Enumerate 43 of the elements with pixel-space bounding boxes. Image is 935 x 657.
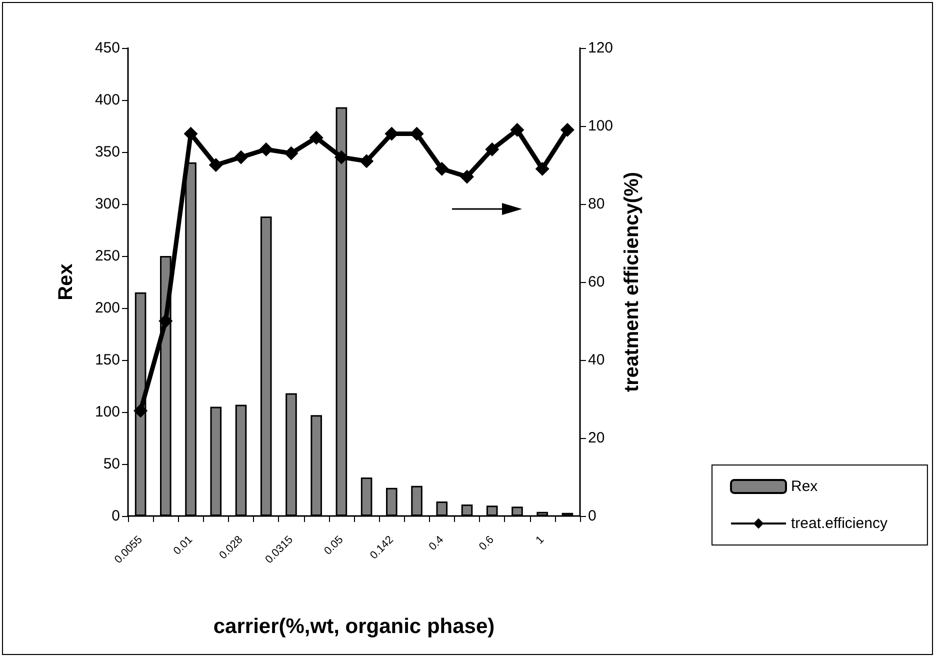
y-tick-label: 250 bbox=[94, 248, 120, 264]
y-axis-title: Rex bbox=[55, 264, 77, 300]
point bbox=[208, 158, 223, 172]
x-tick-label: 1 bbox=[534, 534, 547, 547]
point bbox=[510, 122, 524, 137]
point bbox=[309, 130, 324, 145]
point bbox=[134, 404, 148, 418]
point bbox=[460, 170, 474, 184]
y2-tick-label: 100 bbox=[588, 118, 614, 134]
y-tick-label: 0 bbox=[112, 508, 120, 524]
y-tick-label: 50 bbox=[103, 456, 120, 472]
y-tick-label: 200 bbox=[94, 300, 120, 316]
y2-tick-label: 40 bbox=[588, 352, 605, 368]
point bbox=[334, 150, 348, 164]
x-tick-label: 0.05 bbox=[322, 534, 346, 558]
y-tick-label: 300 bbox=[94, 196, 120, 212]
legend-label: treat.efficiency bbox=[791, 515, 888, 532]
y2-tick-label: 120 bbox=[588, 40, 614, 56]
y-tick-label: 400 bbox=[94, 92, 120, 108]
x-axis-title: carrier(%,wt, organic phase) bbox=[213, 615, 495, 638]
point bbox=[434, 162, 449, 176]
y-tick-label: 450 bbox=[94, 40, 120, 56]
y-tick-label: 350 bbox=[94, 144, 120, 160]
y2-tick-label: 0 bbox=[588, 508, 596, 524]
point bbox=[158, 314, 173, 328]
point bbox=[259, 142, 274, 156]
point bbox=[360, 154, 374, 168]
y-tick-label: 150 bbox=[94, 352, 120, 368]
point bbox=[485, 142, 500, 156]
point bbox=[535, 162, 550, 176]
y2-tick-label: 60 bbox=[588, 274, 605, 290]
x-tick-label: 0.4 bbox=[426, 534, 446, 554]
point bbox=[234, 150, 248, 164]
point bbox=[560, 122, 574, 137]
x-tick-label: 0.01 bbox=[171, 534, 196, 558]
y2-tick-label: 80 bbox=[588, 196, 605, 212]
y2-tick-label: 20 bbox=[588, 430, 605, 446]
y-tick-label: 100 bbox=[94, 404, 120, 420]
y2-axis-title: treatment efficiency(%) bbox=[621, 172, 643, 392]
legend-label: Rex bbox=[791, 478, 818, 495]
x-tick-label: 0.6 bbox=[477, 534, 496, 554]
point bbox=[284, 146, 298, 160]
point bbox=[184, 126, 198, 141]
